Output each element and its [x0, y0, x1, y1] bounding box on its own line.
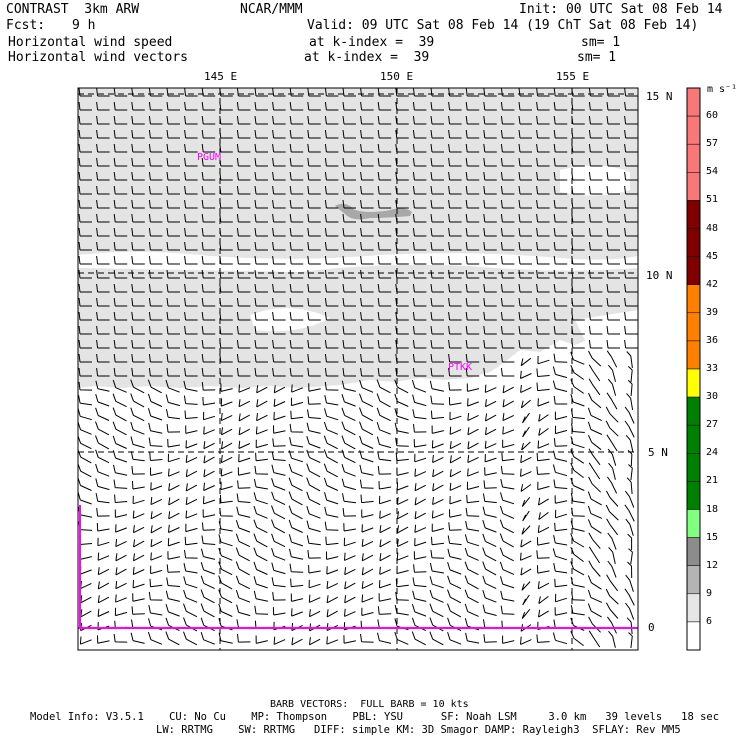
fcst-hours: 9 h: [72, 18, 96, 33]
lon-label: 150 E: [380, 70, 414, 83]
plot-border: [77, 87, 639, 651]
lat-label: 5 N: [648, 446, 668, 459]
colorbar-level-label: 15: [706, 531, 719, 543]
colorbar-swatch: [686, 509, 701, 538]
colorbar-level-label: 12: [706, 559, 719, 571]
colorbar-level-label: 51: [706, 194, 719, 206]
colorbar-level-label: 30: [706, 391, 719, 403]
colorbar-level-label: 45: [706, 250, 719, 262]
field2-level: at k-index = 39: [304, 50, 430, 65]
colorbar-swatch: [686, 87, 701, 117]
colorbar-swatch: [686, 312, 701, 342]
station-pgum: PGUM: [197, 152, 222, 163]
model-info-line2: LW: RRTMG SW: RRTMG DIFF: simple KM: 3D …: [156, 724, 681, 736]
field2-smoothing: sm= 1: [577, 50, 617, 65]
shading-gap: [250, 308, 330, 332]
colorbar-level-label: 36: [706, 334, 719, 346]
colorbar-level-label: 33: [706, 363, 719, 374]
colorbar-border: [686, 87, 701, 651]
colorbar-level-label: 60: [706, 110, 719, 122]
colorbar-swatch: [686, 256, 701, 285]
colorbar-swatch: [686, 396, 701, 426]
colorbar-level-label: 6: [706, 615, 713, 627]
colorbar-swatch: [686, 200, 701, 229]
colorbar-units: m s⁻¹: [707, 84, 738, 95]
colorbar-level-label: 24: [706, 447, 719, 459]
colorbar-level-label: 48: [706, 222, 719, 234]
model-title: CONTRAST 3km ARW: [6, 2, 140, 17]
barb-note: BARB VECTORS: FULL BARB = 10 kts: [270, 699, 469, 710]
colorbar-swatch: [686, 228, 701, 257]
colorbar-swatch: [686, 537, 701, 566]
field1-smoothing: sm= 1: [581, 35, 621, 50]
shading-gap: [78, 251, 638, 272]
field1-name: Horizontal wind speed: [8, 35, 173, 50]
lon-label: 155 E: [556, 70, 590, 83]
init-time: Init: 00 UTC Sat 08 Feb 14: [519, 2, 723, 17]
lat-label: 0: [648, 621, 655, 634]
colorbar-level-label: 18: [706, 503, 719, 515]
colorbar-level-label: 9: [706, 587, 713, 599]
wind-speed-shading: [78, 88, 638, 388]
fcst-label: Fcst:: [6, 18, 46, 33]
colorbar-level-label: 42: [706, 278, 719, 290]
valid-time: Valid: 09 UTC Sat 08 Feb 14 (19 ChT Sat …: [307, 18, 699, 33]
model-info-line1: Model Info: V3.5.1 CU: No Cu MP: Thompso…: [30, 711, 720, 723]
colorbar-swatch: [686, 143, 701, 173]
colorbar-swatch: [686, 115, 701, 145]
colorbar-level-label: 21: [706, 475, 719, 487]
wind-barb-set: [77, 87, 638, 649]
colorbar-swatch: [686, 453, 701, 482]
colorbar-swatch: [686, 593, 701, 623]
colorbar-swatch: [686, 565, 701, 595]
colorbar-swatch: [686, 481, 701, 510]
colorbar-swatch: [686, 368, 701, 398]
colorbar-swatch: [686, 621, 701, 651]
colorbar-swatch: [686, 340, 701, 370]
lat-label: 15 N: [646, 90, 673, 103]
colorbar-level-label: 57: [706, 138, 719, 150]
wind-barbs: [77, 87, 638, 649]
shading-gap: [560, 165, 630, 196]
center-title: NCAR/MMM: [240, 2, 303, 17]
colorbar-swatch: [686, 172, 701, 201]
colorbar-level-label: 54: [706, 166, 719, 178]
colorbar-swatch: [686, 424, 701, 454]
lat-label: 10 N: [646, 269, 673, 282]
station-ptkk: PTKK: [448, 362, 473, 373]
colorbar-level-label: 39: [706, 306, 719, 318]
field2-name: Horizontal wind vectors: [8, 50, 189, 65]
colorbar-swatch: [686, 284, 701, 314]
shading-streak: [335, 203, 412, 220]
lon-label: 145 E: [204, 70, 238, 83]
field1-level: at k-index = 39: [309, 35, 435, 50]
colorbar-level-label: 27: [706, 419, 719, 431]
